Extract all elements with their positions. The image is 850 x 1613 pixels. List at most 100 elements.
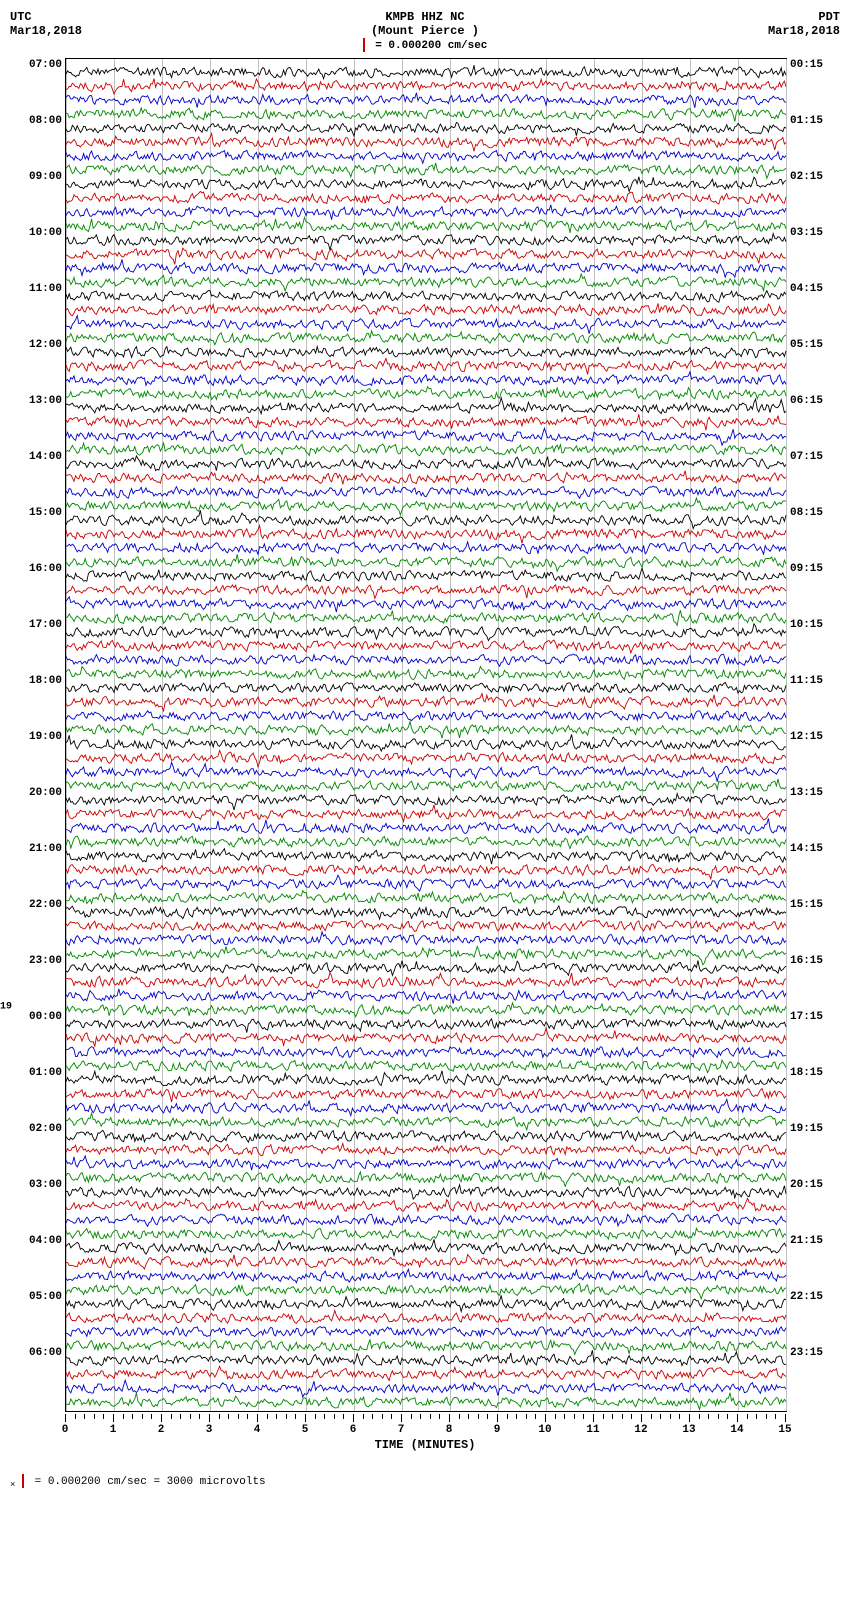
trace-row [66,261,786,275]
right-tz: PDT [768,10,840,24]
trace-row [66,667,786,681]
header: UTC Mar18,2018 KMPB HHZ NC (Mount Pierce… [10,10,840,54]
x-minor-tick [295,1414,296,1419]
x-minor-tick [142,1414,143,1419]
utc-time-label: 00:00 [29,1011,62,1023]
trace-row [66,93,786,107]
x-tick [737,1414,738,1422]
x-tick-label: 5 [302,1424,309,1436]
x-minor-tick [190,1414,191,1419]
scale-text: = 0.000200 cm/sec [375,40,487,52]
x-minor-tick [651,1414,652,1419]
trace-row [66,807,786,821]
trace-row [66,1339,786,1353]
x-minor-tick [487,1414,488,1419]
trace-row [66,1227,786,1241]
x-tick-label: 15 [778,1424,791,1436]
x-minor-tick [727,1414,728,1419]
trace-row [66,569,786,583]
x-tick-label: 8 [446,1424,453,1436]
x-tick-label: 10 [538,1424,551,1436]
trace-row [66,1031,786,1045]
x-tick-label: 11 [586,1424,599,1436]
pdt-time-label: 18:15 [790,1067,823,1079]
pdt-axis-labels: 00:1501:1502:1503:1504:1505:1506:1507:15… [788,59,828,1411]
utc-time-label: 11:00 [29,283,62,295]
x-minor-tick [699,1414,700,1419]
trace-row [66,877,786,891]
x-minor-tick [555,1414,556,1419]
x-minor-tick [411,1414,412,1419]
trace-row [66,863,786,877]
pdt-time-label: 00:15 [790,59,823,71]
trace-row [66,597,786,611]
x-minor-tick [151,1414,152,1419]
x-minor-tick [439,1414,440,1419]
x-minor-tick [420,1414,421,1419]
footer-sub: × [10,1480,15,1490]
x-minor-tick [238,1414,239,1419]
utc-time-label: 19:00 [29,731,62,743]
x-tick-label: 0 [62,1424,69,1436]
x-minor-tick [660,1414,661,1419]
trace-row [66,401,786,415]
trace-row [66,1213,786,1227]
trace-row [66,1059,786,1073]
trace-row [66,1297,786,1311]
x-tick-label: 3 [206,1424,213,1436]
trace-row [66,1241,786,1255]
trace-row [66,373,786,387]
x-minor-tick [756,1414,757,1419]
trace-row [66,275,786,289]
x-minor-tick [247,1414,248,1419]
pdt-time-label: 02:15 [790,171,823,183]
trace-row [66,737,786,751]
x-tick [353,1414,354,1422]
x-minor-tick [747,1414,748,1419]
x-tick [65,1414,66,1422]
trace-row [66,471,786,485]
utc-time-label: 06:00 [29,1347,62,1359]
trace-row [66,1395,786,1409]
x-minor-tick [468,1414,469,1419]
trace-row [66,205,786,219]
pdt-time-label: 10:15 [790,619,823,631]
trace-row [66,1157,786,1171]
trace-row [66,345,786,359]
utc-time-label: 12:00 [29,339,62,351]
utc-time-label: 20:00 [29,787,62,799]
trace-row [66,779,786,793]
x-minor-tick [372,1414,373,1419]
x-minor-tick [718,1414,719,1419]
x-minor-tick [478,1414,479,1419]
trace-row [66,821,786,835]
x-minor-tick [267,1414,268,1419]
x-tick-label: 14 [730,1424,743,1436]
pdt-time-label: 20:15 [790,1179,823,1191]
pdt-time-label: 05:15 [790,339,823,351]
utc-time-label: 23:00 [29,955,62,967]
trace-row [66,695,786,709]
trace-row [66,905,786,919]
left-date: Mar18,2018 [10,24,82,38]
pdt-time-label: 17:15 [790,1011,823,1023]
trace-row [66,989,786,1003]
x-tick [497,1414,498,1422]
trace-row [66,149,786,163]
utc-time-label: 07:00 [29,59,62,71]
x-minor-tick [363,1414,364,1419]
grid-line [786,59,787,1411]
x-tick-label: 4 [254,1424,261,1436]
x-minor-tick [430,1414,431,1419]
x-tick-label: 12 [634,1424,647,1436]
x-minor-tick [631,1414,632,1419]
trace-row [66,765,786,779]
x-tick [209,1414,210,1422]
x-minor-tick [526,1414,527,1419]
x-minor-tick [132,1414,133,1419]
x-minor-tick [84,1414,85,1419]
x-tick-label: 9 [494,1424,501,1436]
header-center: KMPB HHZ NC (Mount Pierce ) = 0.000200 c… [363,10,488,54]
x-tick [593,1414,594,1422]
pdt-time-label: 23:15 [790,1347,823,1359]
